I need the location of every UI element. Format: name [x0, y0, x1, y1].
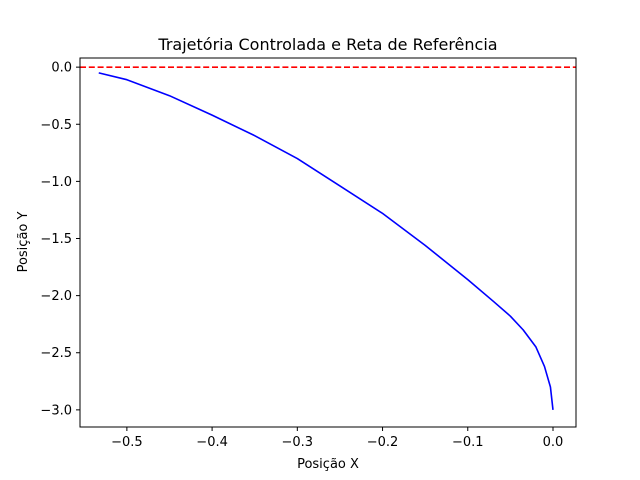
x-axis-label: Posição X [297, 457, 359, 472]
x-tick-label: −0.1 [452, 435, 484, 450]
y-tick-label: 0.0 [51, 61, 72, 76]
chart-title: Trajetória Controlada e Reta de Referênc… [157, 35, 497, 54]
x-tick-label: −0.5 [111, 435, 143, 450]
plot-area [80, 58, 576, 427]
axes-frame [79, 57, 577, 428]
y-tick-label: −2.0 [40, 289, 72, 304]
y-tick-label: −3.0 [40, 403, 72, 418]
plot-background [80, 58, 576, 427]
trajectory-line [98, 72, 554, 410]
x-tick-label: 0.0 [543, 435, 564, 450]
x-tick-label: −0.4 [196, 435, 228, 450]
x-tick-label: −0.2 [367, 435, 399, 450]
y-axis-label: Posição Y [16, 212, 31, 273]
y-tick-label: −0.5 [40, 118, 72, 133]
series-layer [80, 66, 576, 410]
axis-layer: −0.5 −0.4 −0.3 −0.2 −0.1 0.0 0.0 −0.5 −1.0 −1.5 −2… [40, 57, 577, 450]
y-tick-label: −1.0 [40, 175, 72, 190]
y-tick-label: −2.5 [40, 346, 72, 361]
y-tick-label: −1.5 [40, 232, 72, 247]
x-tick-label: −0.3 [282, 435, 314, 450]
